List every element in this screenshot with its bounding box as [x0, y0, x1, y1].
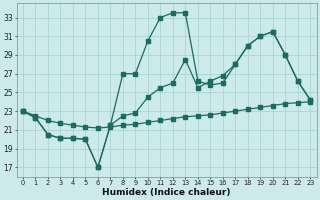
X-axis label: Humidex (Indice chaleur): Humidex (Indice chaleur): [102, 188, 231, 197]
